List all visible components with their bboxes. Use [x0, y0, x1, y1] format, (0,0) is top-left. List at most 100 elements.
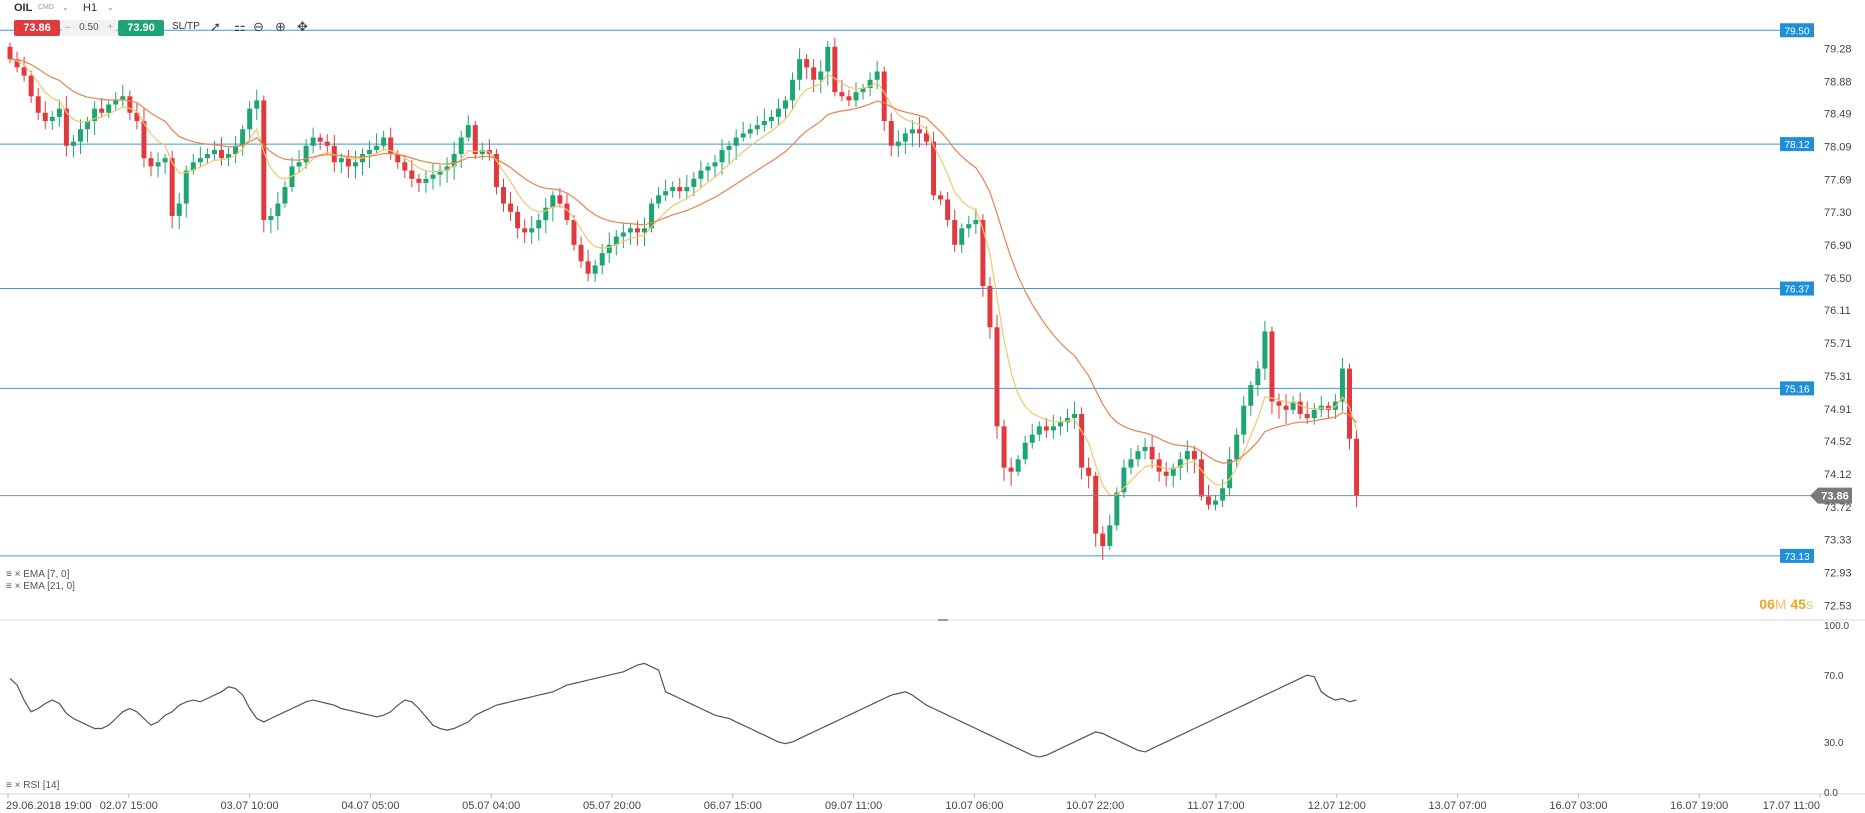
- candle-body: [42, 112, 48, 122]
- candle-body: [634, 228, 640, 233]
- candle-body: [790, 79, 796, 101]
- candle-body: [472, 125, 478, 155]
- rsi-tick-label: 70.0: [1824, 671, 1844, 682]
- line-chart-icon[interactable]: ➚: [210, 19, 221, 34]
- candle-body: [317, 137, 323, 142]
- rsi-legend[interactable]: ≡ × RSI [14]: [6, 780, 59, 791]
- zoom-out-icon[interactable]: ⊖: [253, 19, 264, 34]
- candles-icon[interactable]: ⚏: [234, 19, 246, 34]
- menu-icon[interactable]: ≡: [6, 581, 12, 592]
- candle-body: [1050, 426, 1056, 431]
- candle-body: [1036, 426, 1042, 435]
- close-icon[interactable]: ×: [14, 581, 21, 592]
- candle-body: [1262, 331, 1268, 369]
- candle-body: [825, 46, 831, 72]
- time-tick-label: 04.07 05:00: [341, 800, 399, 812]
- candle-body: [578, 244, 584, 262]
- candle-body: [895, 141, 901, 146]
- candles-group: [7, 37, 1360, 561]
- price-tick-label: 77.69: [1824, 175, 1852, 187]
- level-label: 79.50: [1784, 26, 1809, 37]
- candle-body: [811, 67, 817, 80]
- candle-body: [127, 96, 133, 113]
- time-tick-label: 16.07 19:00: [1670, 800, 1728, 812]
- time-tick-label: 16.07 03:00: [1549, 800, 1607, 812]
- candle-body: [21, 67, 27, 76]
- candle-body: [522, 228, 528, 233]
- candle-body: [1290, 401, 1296, 410]
- candle-body: [747, 129, 753, 134]
- spread-minus-icon[interactable]: –: [64, 22, 71, 33]
- time-tick-label: 10.07 22:00: [1066, 800, 1124, 812]
- candle-body: [691, 178, 697, 188]
- sell-button[interactable]: 73.86: [14, 20, 60, 36]
- candle-body: [881, 71, 887, 122]
- timeframe-chevron-down-icon[interactable]: ⌄: [107, 3, 114, 12]
- menu-icon[interactable]: ≡: [6, 780, 12, 791]
- candle-body: [134, 112, 140, 122]
- ema-fast-line: [9, 58, 1358, 497]
- candle-body: [409, 170, 415, 179]
- candle-body: [219, 149, 224, 159]
- close-icon[interactable]: ×: [14, 569, 21, 580]
- candle-body: [719, 149, 725, 163]
- candle-body: [649, 203, 655, 229]
- symbol-chevron-down-icon[interactable]: ⌄: [62, 3, 69, 12]
- candle-body: [1276, 401, 1282, 406]
- pane-resize-handle[interactable]: [938, 619, 948, 621]
- candle-body: [832, 46, 838, 93]
- close-icon[interactable]: ×: [14, 780, 21, 791]
- time-tick-label: 13.07 07:00: [1429, 800, 1487, 812]
- candle-body: [183, 170, 189, 204]
- candle-body: [627, 228, 633, 233]
- timer-min-unit: M: [1774, 596, 1787, 612]
- rsi-label: RSI [14]: [23, 780, 60, 791]
- level-label: 78.12: [1784, 140, 1809, 151]
- candle-body: [804, 59, 810, 68]
- candle-body: [226, 154, 232, 159]
- candle-body: [1184, 451, 1190, 460]
- candle-body: [909, 129, 915, 134]
- symbol-name[interactable]: OIL: [14, 2, 33, 14]
- time-tick-label: 03.07 10:00: [221, 800, 279, 812]
- candle-body: [1142, 446, 1148, 452]
- candle-body: [571, 220, 577, 245]
- candle-body: [761, 121, 767, 126]
- candle-body: [395, 154, 401, 163]
- level-label: 76.37: [1784, 285, 1809, 296]
- timeframe-selector[interactable]: H1: [83, 2, 98, 14]
- buy-button[interactable]: 73.90: [118, 20, 164, 36]
- price-tick-label: 75.31: [1824, 371, 1852, 383]
- candle-body: [240, 129, 246, 146]
- candle-body: [775, 108, 781, 117]
- candle-body: [698, 170, 704, 179]
- menu-icon[interactable]: ≡: [6, 569, 12, 580]
- candle-body: [402, 162, 408, 171]
- candle-body: [374, 145, 380, 150]
- level-label: 73.13: [1784, 552, 1809, 563]
- time-tick-label: 11.07 17:00: [1187, 800, 1244, 812]
- candle-body: [931, 141, 937, 196]
- sltp-button[interactable]: SL/TP: [172, 21, 200, 32]
- ema-slow-legend[interactable]: ≡ × EMA [21, 0]: [6, 581, 75, 592]
- price-tick-label: 79.28: [1824, 43, 1852, 55]
- crosshair-icon[interactable]: ✥: [297, 19, 308, 34]
- price-tick-label: 75.71: [1824, 338, 1852, 350]
- candle-body: [437, 170, 443, 175]
- candle-timer: 06M 45s: [1759, 596, 1813, 612]
- candle-body: [1163, 471, 1169, 476]
- candle-body: [35, 96, 41, 113]
- candle-body: [444, 166, 450, 171]
- candle-body: [1022, 442, 1028, 460]
- candle-body: [56, 108, 62, 117]
- ema-fast-legend[interactable]: ≡ × EMA [7, 0]: [6, 569, 69, 580]
- candle-body: [536, 220, 542, 229]
- spread-plus-icon[interactable]: +: [107, 22, 114, 33]
- candle-body: [1079, 413, 1085, 468]
- candle-body: [1311, 409, 1317, 419]
- candle-body: [1227, 459, 1233, 489]
- candle-body: [451, 154, 457, 167]
- candle-body: [338, 158, 344, 163]
- zoom-in-icon[interactable]: ⊕: [275, 19, 286, 34]
